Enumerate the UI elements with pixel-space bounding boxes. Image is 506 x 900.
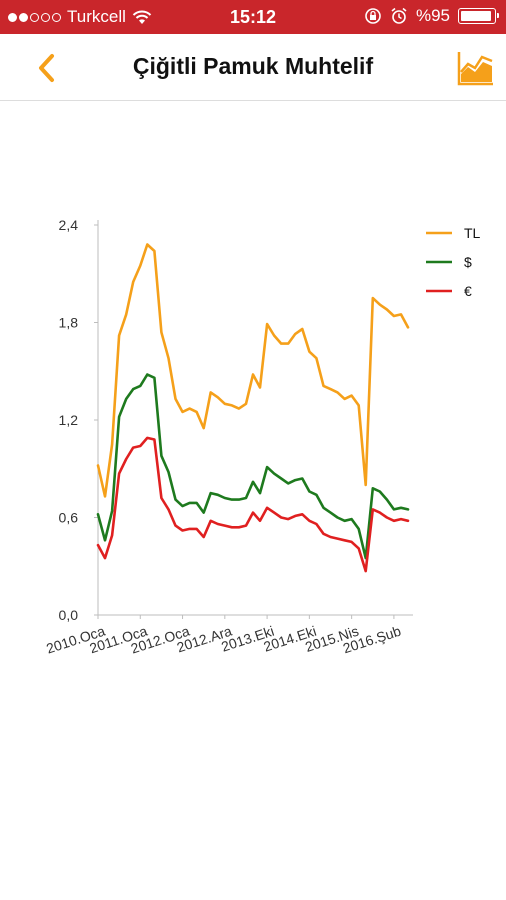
y-tick-label: 1,8 bbox=[59, 315, 79, 331]
status-time: 15:12 bbox=[229, 7, 277, 27]
y-tick-label: 1,2 bbox=[59, 412, 79, 428]
chart-area: 0,0 0,6 1,2 1,8 2,4 2010.Oca 2011.Oca 2012.Oca 2… bbox=[0, 100, 506, 720]
legend-label: $ bbox=[464, 254, 472, 270]
series-line-usd bbox=[96, 373, 410, 560]
chevron-left-icon bbox=[39, 54, 54, 82]
status-bar: Turkcell 15:12 %95 bbox=[0, 0, 506, 34]
alarm-icon bbox=[391, 7, 407, 24]
back-button[interactable] bbox=[30, 50, 66, 86]
y-tick-label: 0,0 bbox=[59, 607, 79, 623]
battery-percent: %95 bbox=[415, 6, 450, 25]
area-chart-icon bbox=[457, 52, 493, 86]
y-tick-label: 2,4 bbox=[59, 217, 79, 233]
wifi-icon bbox=[132, 10, 152, 24]
battery-fill bbox=[461, 11, 492, 21]
carrier-name: Turkcell bbox=[67, 7, 126, 26]
chart-toggle-button[interactable] bbox=[456, 48, 496, 88]
signal-strength-icon bbox=[8, 12, 61, 22]
series-line-tl bbox=[96, 243, 410, 498]
status-right: %95 bbox=[364, 6, 499, 26]
battery-icon bbox=[458, 8, 499, 24]
page-title: Çiğitli Pamuk Muhtelif bbox=[132, 53, 374, 79]
status-left: Turkcell bbox=[8, 7, 152, 27]
legend-label: TL bbox=[464, 225, 481, 241]
price-line-chart: 0,00,61,21,82,42010.Oca2011.Oca2012.Oca2… bbox=[44, 217, 481, 657]
legend-label: € bbox=[464, 283, 472, 299]
series-line-eur bbox=[96, 436, 410, 573]
rotation-lock-icon bbox=[365, 8, 381, 24]
nav-bar: Çiğitli Pamuk Muhtelif bbox=[0, 34, 506, 101]
y-tick-label: 0,6 bbox=[59, 510, 79, 526]
